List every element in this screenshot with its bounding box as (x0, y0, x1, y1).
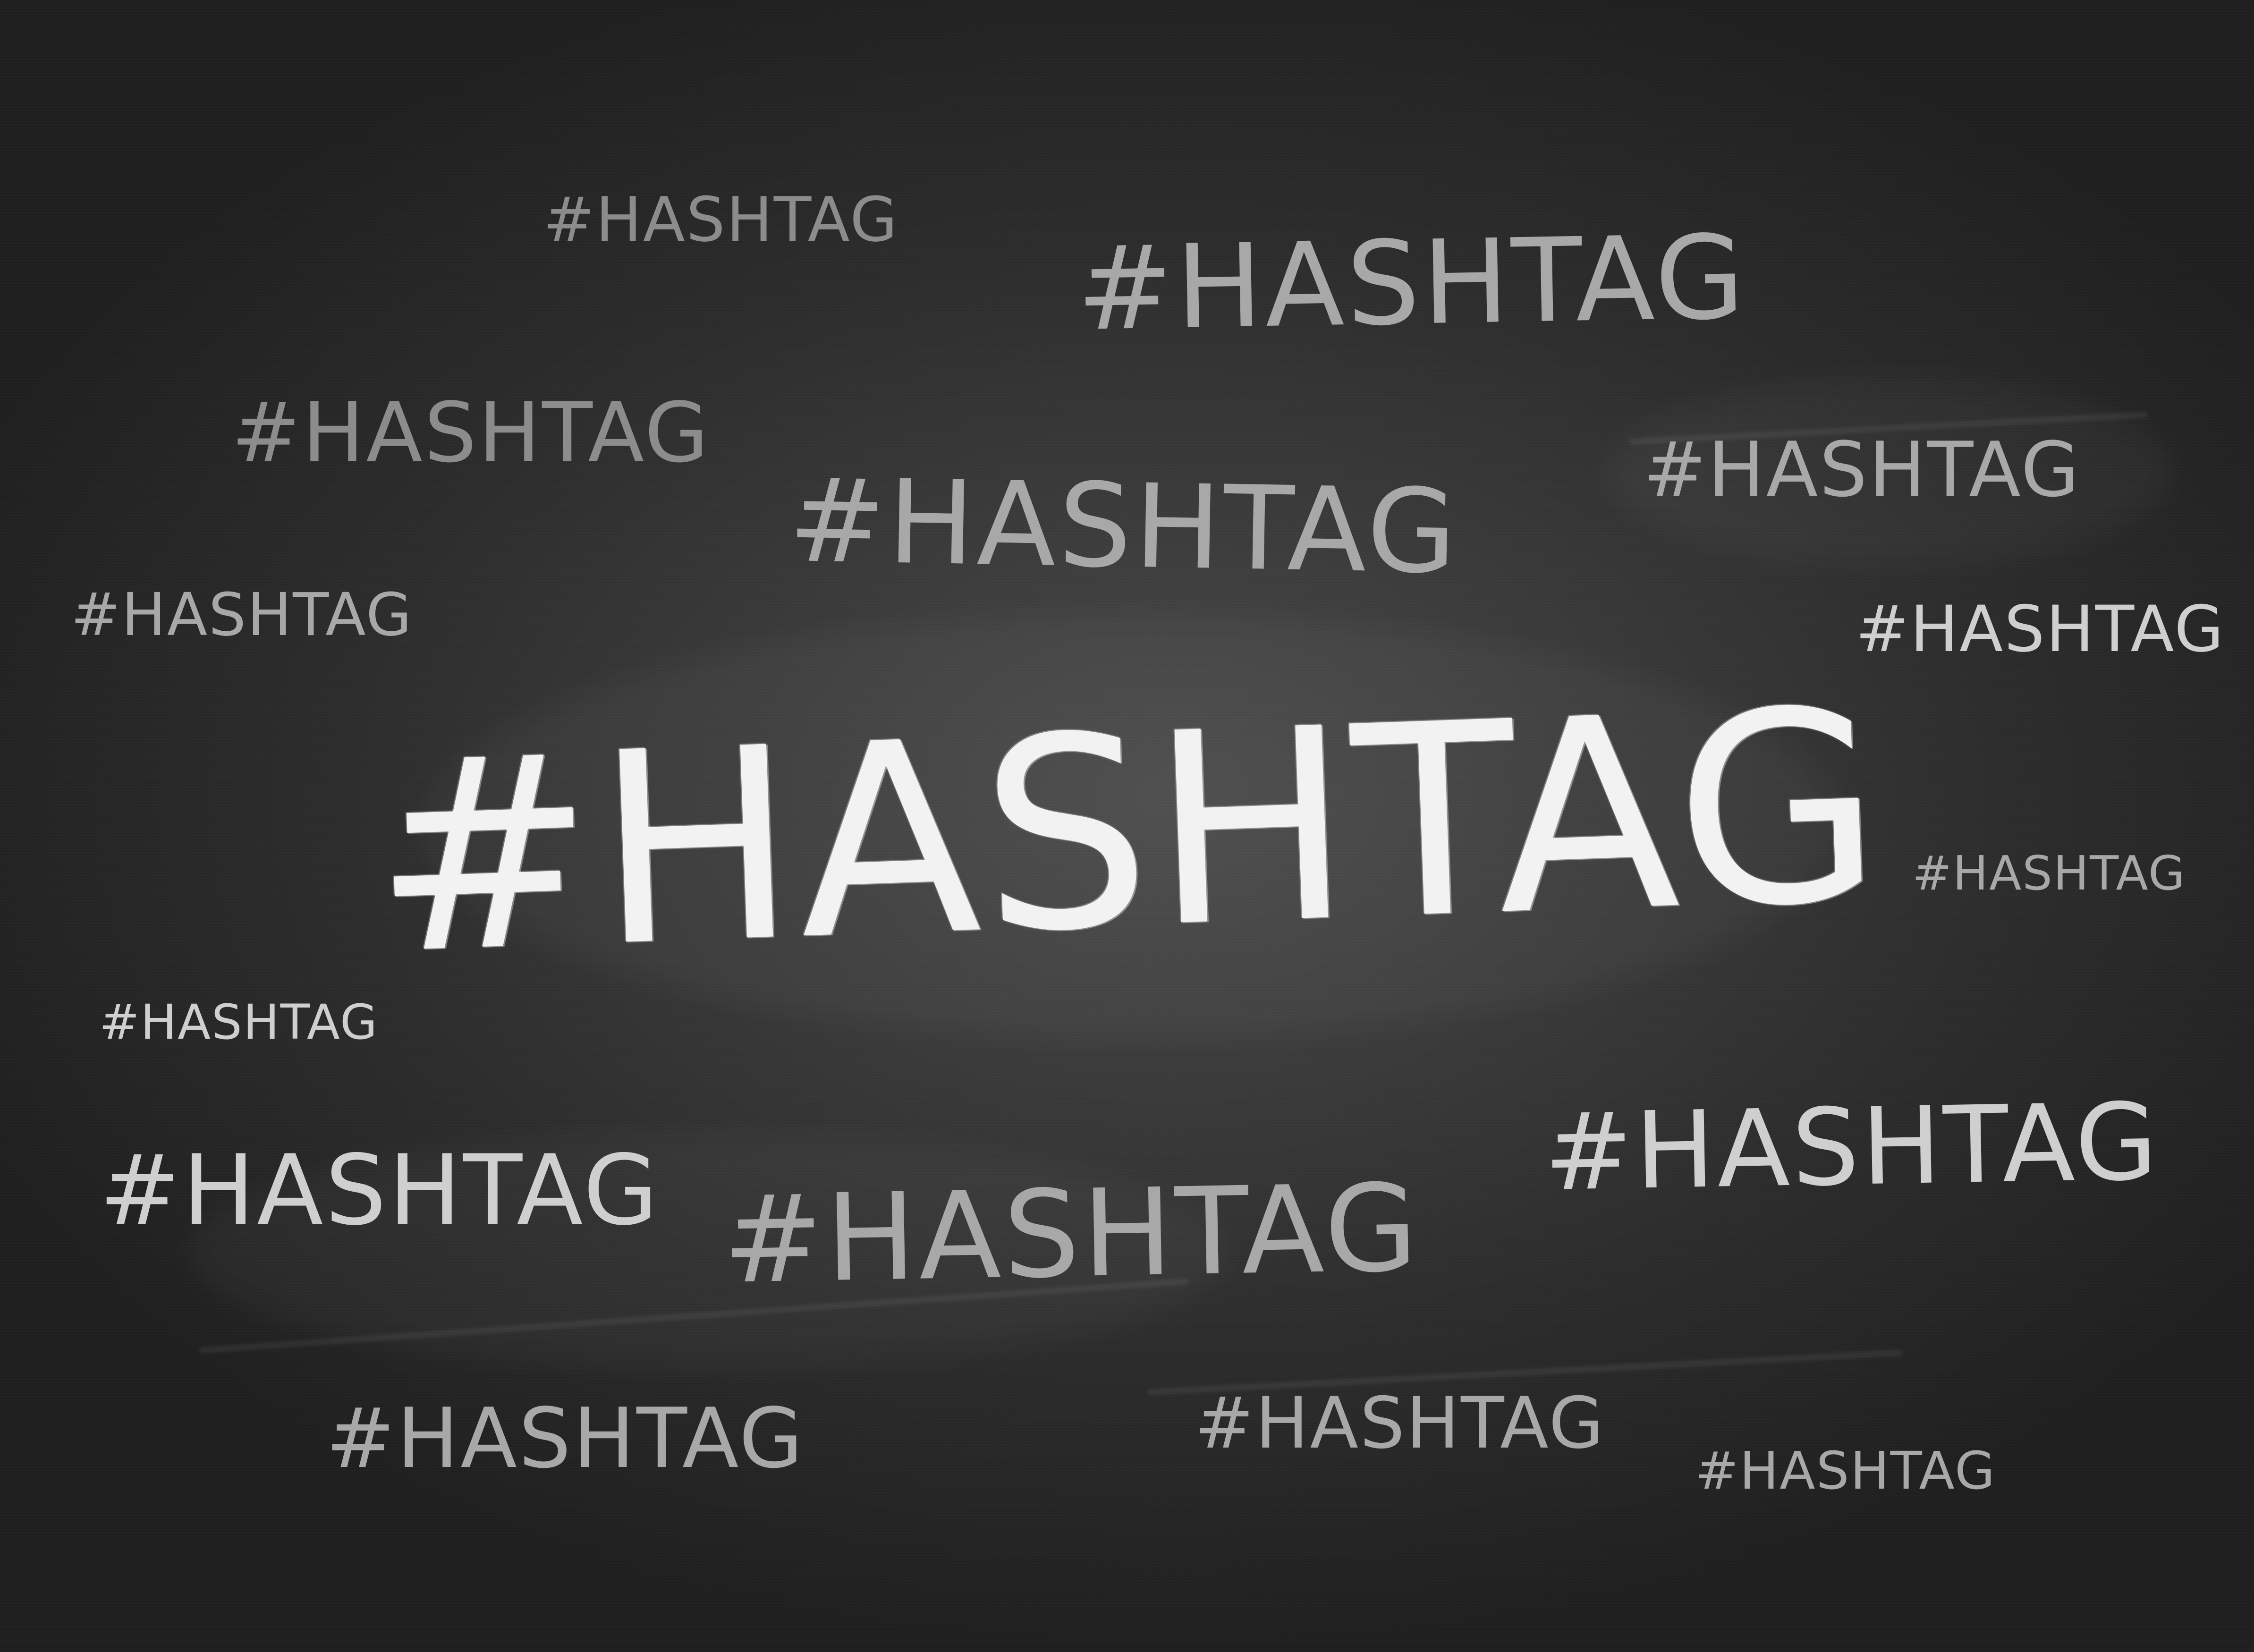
hashtag-word: #HASHTAG (1856, 592, 2225, 666)
hashtag-word: #HASHTAG (231, 385, 711, 481)
hashtag-word: #HASHTAG (99, 994, 379, 1051)
hashtag-word: #HASHTAG (721, 1158, 1422, 1311)
hashtag-word: #HASHTAG (543, 184, 899, 255)
hashtag-word: #HASHTAG (1195, 1382, 1605, 1465)
hashtag-word: #HASHTAG (71, 581, 413, 649)
hashtag-headline: #HASHTAG (367, 652, 1889, 1013)
hashtag-word: #HASHTAG (326, 1391, 805, 1487)
hashtag-word: #HASHTAG (1075, 210, 1748, 356)
hashtag-word: #HASHTAG (99, 1135, 661, 1247)
hashtag-word: #HASHTAG (1542, 1080, 2161, 1215)
hashtag-word: #HASHTAG (787, 453, 1460, 600)
hashtag-word: #HASHTAG (1912, 846, 2186, 901)
hashtag-word: #HASHTAG (1695, 1440, 1996, 1501)
hashtag-word: #HASHTAG (1643, 425, 2081, 514)
